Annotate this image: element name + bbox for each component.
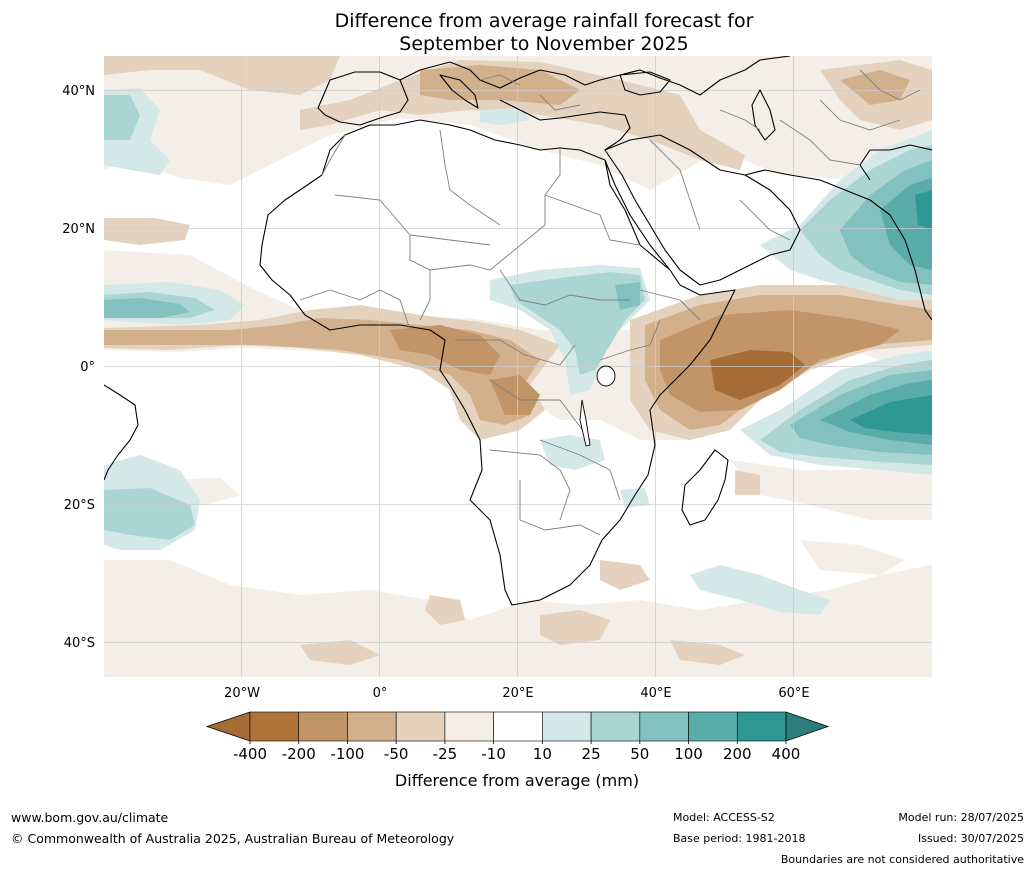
lon-tick-label: 60°E [778,686,809,701]
lat-tick-label: 20°N [62,222,95,237]
anomaly-extreme-wet [850,190,932,435]
colorbar-segment [347,711,397,742]
colorbar-tick-label: -200 [282,745,316,763]
colorbar-tick-label: 50 [630,745,649,763]
colorbar-tick-label: 400 [772,745,801,763]
colorbar-segment [542,711,592,742]
colorbar-segment [444,711,494,742]
colorbar-tick-label: -10 [481,745,506,763]
colorbar-segment [395,711,446,742]
map-grid [104,56,932,677]
lakes [579,365,616,447]
lon-tick-label: 20°W [224,686,260,701]
colorbar-segment [736,711,787,742]
colorbar-segment [590,711,641,742]
colorbar-extend-low [205,711,251,742]
footer-issued: Issued: 30/07/2025 [917,832,1024,845]
colorbar-segment [298,711,348,742]
title-line-2: September to November 2025 [399,33,689,55]
colorbar-tick-label: 10 [533,745,552,763]
lat-tick-label: 40°N [62,84,95,99]
colorbar-segment [493,711,543,742]
map-title: Difference from average rainfall forecas… [0,10,1035,56]
anomaly-extreme-dry [710,350,805,400]
colorbar-segment [639,711,689,742]
footer-disclaimer: Boundaries are not considered authoritat… [780,853,1024,866]
colorbar-title: Difference from average (mm) [395,771,639,790]
colorbar-tick-label: -400 [233,745,267,763]
lat-tick-label: 0° [80,360,95,375]
footer-url[interactable]: www.bom.gov.au/climate [11,810,169,825]
colorbar-tick-label: 200 [723,745,752,763]
colorbar-tick-label: 25 [582,745,601,763]
lon-tick-label: 40°E [640,686,671,701]
footer-copyright: © Commonwealth of Australia 2025, Austra… [11,831,455,846]
country-borders [299,69,921,536]
colorbar: -400 -200 -100 -50 -25 -10 10 25 50 100 200 400 Diff… [205,711,830,790]
colorbar-segment [688,711,738,742]
lon-tick-label: 0° [373,686,388,701]
anomaly-fields [104,56,932,677]
colorbar-tick-label: -100 [330,745,364,763]
footer-model: Model: ACCESS-S2 [673,811,775,824]
colorbar-tick-label: 100 [674,745,703,763]
longitude-labels: 20°W 0° 20°E 40°E 60°E [224,686,810,701]
footer-model-run: Model run: 28/07/2025 [898,811,1024,824]
title-line-1: Difference from average rainfall forecas… [334,10,754,32]
lat-tick-label: 20°S [64,498,95,513]
footer-base-period: Base period: 1981-2018 [673,832,806,845]
coastlines [104,56,932,606]
lon-tick-label: 20°E [502,686,533,701]
latitude-labels: 40°N 20°N 0° 20°S 40°S [62,84,95,651]
lat-tick-label: 40°S [64,636,95,651]
colorbar-extend-high [785,711,830,742]
colorbar-tick-label: -25 [433,745,458,763]
colorbar-segment [249,711,300,742]
colorbar-tick-label: -50 [384,745,409,763]
